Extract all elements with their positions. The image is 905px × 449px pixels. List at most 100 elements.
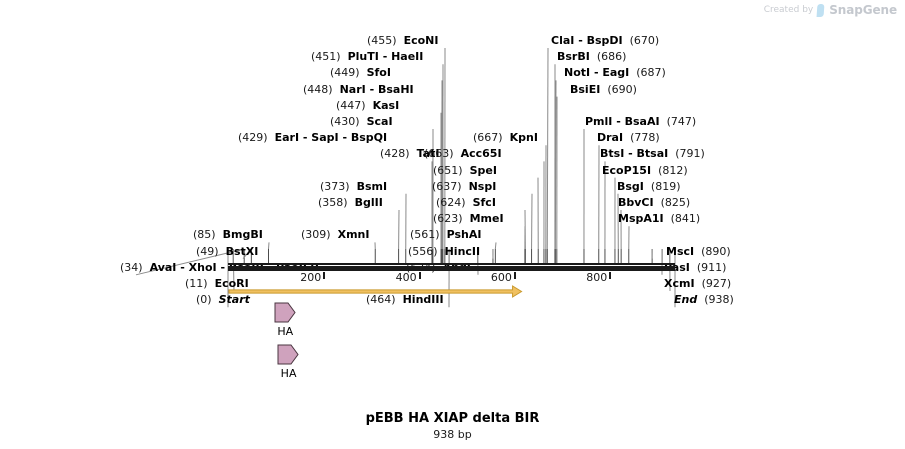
enzyme-position: (34): [120, 260, 143, 274]
enzyme-site-label[interactable]: BbvCI (825): [618, 197, 690, 209]
feature-label-ha: HA: [280, 367, 297, 380]
ruler-tick-label: 400: [395, 271, 417, 284]
enzyme-site-label[interactable]: (667) KpnI: [473, 132, 538, 144]
leader-line: [554, 80, 557, 250]
enzyme-position: (841): [670, 212, 701, 226]
enzyme-site-label[interactable]: (663) Acc65I: [424, 148, 502, 160]
name-separator: -: [299, 131, 312, 145]
enzyme-name: BsaAI: [624, 115, 660, 128]
name-separator: -: [378, 50, 392, 64]
enzyme-site-label[interactable]: (85) BmgBI: [193, 229, 263, 241]
ruler-tick: [513, 272, 516, 279]
enzyme-name: BspDI: [586, 34, 623, 47]
feature-arrow-ha[interactable]: [274, 302, 297, 324]
enzyme-site-label[interactable]: End (938): [674, 294, 734, 306]
enzyme-site-label[interactable]: PmlI - BsaAI (747): [585, 116, 696, 128]
enzyme-name: XmnI: [337, 228, 370, 242]
enzyme-name: KpnI: [509, 131, 538, 145]
enzyme-position: (663): [424, 147, 454, 161]
feature-label-ha: HA: [277, 325, 294, 338]
enzyme-site-label[interactable]: (623) MmeI: [433, 213, 504, 225]
leader-line: [494, 242, 497, 250]
enzyme-site-label[interactable]: NotI - EagI (687): [564, 67, 666, 79]
enzyme-name: Start: [218, 293, 250, 307]
feature-arrow-ha[interactable]: [277, 344, 300, 366]
enzyme-site-label[interactable]: DraI (778): [597, 132, 660, 144]
enzyme-position: (448): [303, 82, 333, 96]
enzyme-site-label[interactable]: (448) NarI - BsaHI: [303, 82, 414, 96]
enzyme-site-label[interactable]: (428) TatI: [380, 148, 439, 160]
snapgene-logo-icon: [817, 4, 825, 17]
enzyme-name: XhoI: [188, 260, 217, 274]
enzyme-site-label[interactable]: (429) EarI - SapI - BspQI: [238, 132, 387, 144]
enzyme-site-label[interactable]: (447) KasI: [336, 98, 400, 112]
enzyme-site-label[interactable]: BsrBI (686): [557, 51, 626, 63]
enzyme-position: (819): [650, 179, 681, 193]
name-separator: -: [365, 82, 378, 96]
enzyme-site-label[interactable]: ClaI - BspDI (670): [551, 35, 659, 47]
enzyme-name: MspA1I: [618, 212, 664, 226]
enzyme-name: KasI: [372, 98, 400, 112]
enzyme-position: (791): [675, 147, 705, 161]
enzyme-site-label[interactable]: XcmI (927): [664, 278, 731, 290]
enzyme-name: NotI: [564, 66, 591, 80]
enzyme-position: (11): [185, 277, 208, 290]
enzyme-position: (812): [658, 163, 688, 177]
enzyme-site-label[interactable]: (449) SfoI: [330, 67, 391, 79]
ruler-tick: [609, 272, 612, 279]
enzyme-site-label[interactable]: (373) BsmI: [320, 179, 388, 193]
enzyme-site-label[interactable]: (455) EcoNI: [367, 35, 438, 47]
enzyme-position: (556): [408, 244, 438, 258]
enzyme-site-label[interactable]: (561) PshAI: [410, 229, 481, 241]
enzyme-name: BsaHI: [377, 82, 414, 96]
enzyme-position: (623): [433, 212, 463, 226]
enzyme-position: (747): [666, 115, 697, 128]
enzyme-site-label[interactable]: (637) NspI: [432, 180, 496, 193]
enzyme-site-label[interactable]: (651) SpeI: [433, 163, 497, 177]
enzyme-site-label[interactable]: (430) ScaI: [330, 116, 393, 128]
enzyme-name: DraI: [597, 131, 624, 145]
snapgene-brand-text: SnapGene: [829, 3, 897, 17]
enzyme-name: PshAI: [446, 228, 482, 242]
enzyme-name: End: [674, 293, 698, 307]
enzyme-position: (927): [701, 277, 732, 290]
enzyme-site-label[interactable]: (49) BstXI: [196, 244, 259, 258]
enzyme-name: BsrBI: [557, 50, 590, 64]
enzyme-site-label[interactable]: BsiEI (690): [570, 82, 637, 96]
enzyme-site-label[interactable]: EcoP15I (812): [602, 163, 688, 177]
plasmid-title: pEBB HA XIAP delta BIR: [365, 411, 540, 426]
name-separator: -: [612, 115, 625, 128]
enzyme-name: BsmI: [356, 179, 388, 193]
enzyme-name: TatI: [416, 147, 440, 161]
enzyme-name: SfoI: [366, 66, 391, 80]
enzyme-site-label[interactable]: BsgI (819): [617, 179, 681, 193]
enzyme-site-label[interactable]: (556) HincII: [408, 244, 480, 258]
name-separator: -: [590, 66, 603, 80]
enzyme-site-label[interactable]: MspA1I (841): [618, 213, 700, 225]
enzyme-site-label[interactable]: (11) EcoRI: [185, 278, 249, 290]
enzyme-name: BglII: [354, 196, 383, 209]
enzyme-position: (451): [311, 50, 341, 64]
enzyme-position: (690): [607, 82, 637, 96]
snapgene-credit: Created by SnapGene: [764, 3, 897, 17]
enzyme-name: EcoRI: [214, 277, 249, 290]
enzyme-name: BstXI: [225, 244, 259, 258]
enzyme-position: (429): [238, 131, 268, 145]
enzyme-name: BsgI: [617, 179, 644, 193]
enzyme-site-label[interactable]: MscI (890): [666, 245, 731, 258]
enzyme-site-label[interactable]: (0) Start: [196, 294, 250, 306]
enzyme-position: (358): [318, 196, 348, 209]
enzyme-site-label[interactable]: (358) BglII: [318, 197, 383, 209]
enzyme-name: PmlI: [585, 115, 613, 128]
enzyme-site-label[interactable]: BtsI - BtsaI (791): [600, 148, 705, 160]
enzyme-name: SpeI: [469, 163, 497, 177]
enzyme-position: (449): [330, 66, 360, 80]
enzyme-site-label[interactable]: (451) PluTI - HaeII: [311, 51, 423, 63]
orf-arrow[interactable]: [228, 284, 526, 299]
enzyme-site-label[interactable]: (464) HindIII: [366, 294, 444, 306]
enzyme-name: BmgBI: [222, 228, 263, 242]
enzyme-site-label[interactable]: (624) SfcI: [436, 197, 496, 209]
enzyme-name: ClaI: [551, 34, 575, 47]
enzyme-site-label[interactable]: (309) XmnI: [301, 229, 369, 241]
